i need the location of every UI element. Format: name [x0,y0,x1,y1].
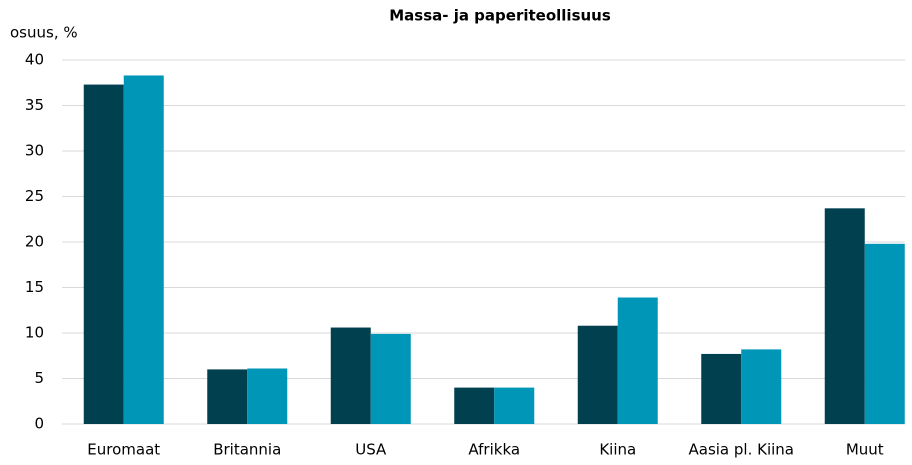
x-tick-label: Britannia [213,441,281,459]
bar [577,325,618,424]
y-tick-label: 15 [25,278,44,296]
bar [123,75,164,424]
bar [701,353,742,424]
x-tick-label: Euromaat [87,441,160,459]
y-axis-label: osuus, % [10,24,78,42]
bar [454,387,495,424]
bar [741,349,782,424]
y-tick-label: 5 [34,369,44,387]
y-tick-label: 20 [25,233,44,251]
y-tick-label: 35 [25,96,44,114]
y-tick-label: 10 [25,324,44,342]
y-tick-label: 40 [25,51,44,69]
bar [617,297,658,424]
bar [370,333,411,424]
x-tick-label: Muut [846,441,884,459]
x-tick-label: USA [355,441,387,459]
bar [247,368,288,424]
bar [83,84,124,424]
bar [864,243,905,424]
x-tick-label: Afrikka [468,441,520,459]
x-tick-label: Aasia pl. Kiina [689,441,795,459]
x-tick-label: Kiina [599,441,636,459]
bar [207,369,248,424]
bar [824,208,865,424]
y-tick-label: 25 [25,187,44,205]
y-tick-label: 0 [34,415,44,433]
chart-title: Massa- ja paperiteollisuus [389,7,611,25]
bar [494,387,535,424]
bar [330,327,371,424]
y-tick-label: 30 [25,142,44,160]
